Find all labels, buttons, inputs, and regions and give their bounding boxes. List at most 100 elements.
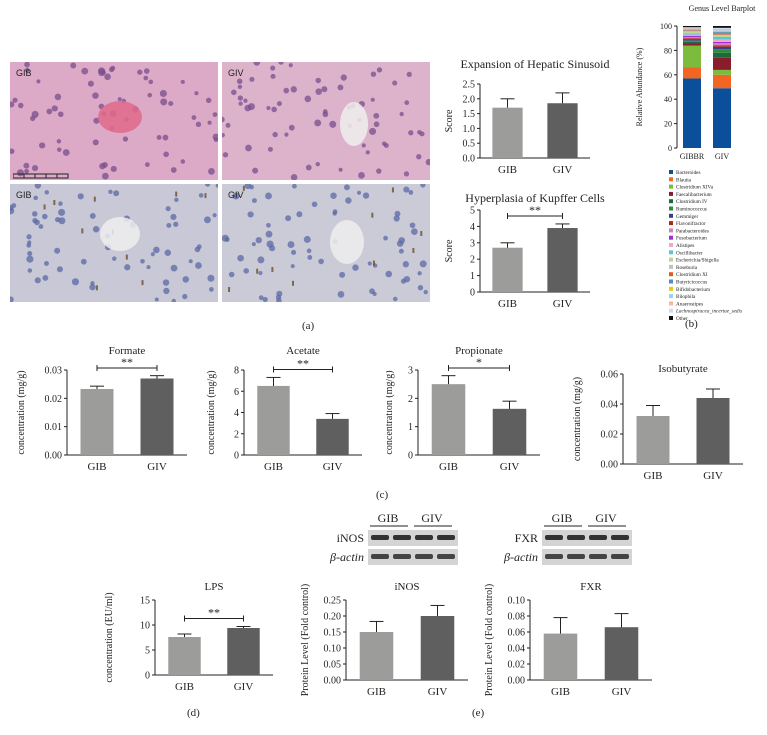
blot-membrane (368, 530, 458, 546)
target-band (545, 535, 563, 540)
x-tick-label: GIV (553, 298, 573, 310)
bar-gib (359, 632, 394, 680)
nucleus (56, 139, 62, 144)
blot-group-label: GIB (552, 511, 573, 525)
chart-title: Propionate (455, 345, 503, 357)
legend-label: Lachnospiracea_incertae_sedis (675, 309, 742, 315)
target-band (567, 535, 585, 540)
nucleus (10, 101, 15, 108)
nucleus (291, 249, 297, 255)
nucleus (266, 223, 271, 228)
target-band (393, 535, 411, 540)
nucleus (163, 151, 169, 158)
nucleus (257, 256, 265, 264)
nucleus (357, 190, 362, 195)
nucleus (57, 147, 62, 152)
nucleus (237, 95, 244, 101)
stack-segment (713, 36, 731, 40)
nucleus (153, 246, 160, 254)
nucleus (195, 262, 202, 269)
nucleus (231, 89, 237, 96)
chart-lps: LPS concentration (EU/ml) 0 5 10 15 GIB GIV ** (104, 581, 273, 693)
legend-label: Escherichia/Shigella (676, 258, 719, 264)
nucleus (365, 150, 370, 155)
nucleus (419, 260, 427, 268)
nucleus (417, 285, 424, 291)
nucleus (370, 71, 377, 77)
bar-giv (696, 398, 730, 464)
nucleus (180, 159, 186, 164)
nucleus (343, 184, 350, 191)
nucleus (56, 266, 63, 273)
nucleus (340, 74, 347, 81)
stack-segment (713, 30, 731, 32)
nucleus (385, 270, 393, 278)
nucleus (174, 197, 179, 203)
nucleus (417, 271, 422, 276)
y-tick-label: 1.0 (463, 124, 476, 135)
nucleus (89, 284, 96, 291)
y-tick-label: 0 (145, 671, 150, 682)
blot-actin-label: β-actin (503, 550, 538, 564)
legend-label: Flavonifractor (676, 220, 706, 227)
kupffer-stain (412, 247, 415, 253)
nucleus (143, 75, 149, 81)
x-tick-label: GIB (367, 686, 386, 698)
y-tick-label: 0.02 (508, 660, 526, 671)
nucleus (222, 116, 225, 123)
y-axis-label: Score (444, 109, 455, 132)
stack-segment (713, 43, 731, 46)
legend-label: Blautia (676, 177, 692, 183)
nucleus (392, 296, 398, 302)
legend-swatch (669, 250, 673, 255)
nucleus (345, 197, 352, 204)
stack-segment (713, 27, 731, 30)
nucleus (416, 154, 422, 160)
stack-segment (713, 88, 731, 148)
bar-gib (543, 633, 578, 680)
bar-gib (257, 385, 290, 455)
blot-target-label: FXR (515, 531, 538, 545)
nucleus (338, 167, 343, 172)
stack-segment (713, 45, 731, 47)
nucleus (58, 201, 63, 206)
nucleus (288, 124, 295, 131)
actin-band (371, 554, 389, 559)
nucleus (58, 217, 66, 225)
nucleus (232, 192, 240, 200)
kupffer-stain (256, 268, 259, 274)
nucleus (402, 261, 409, 268)
legend-label: Other (676, 316, 688, 322)
x-tick-label: GIV (715, 152, 729, 161)
nucleus (423, 289, 428, 295)
nucleus (236, 78, 243, 85)
bar-gib (431, 384, 466, 455)
stack-segment (713, 31, 731, 33)
nucleus (258, 270, 263, 276)
blot-target-label: iNOS (337, 531, 364, 545)
nucleus (271, 106, 277, 113)
nucleus (168, 100, 174, 107)
stack-segment (713, 34, 731, 36)
nucleus (10, 148, 15, 154)
legend-label: Roseburia (676, 265, 698, 271)
blot-group-label: GIV (595, 511, 617, 525)
y-axis-label: concentration (mg/g) (16, 370, 27, 454)
bar-giv (140, 378, 174, 455)
nucleus (267, 146, 273, 152)
bar-giv (604, 627, 639, 680)
nucleus (195, 121, 202, 127)
legend-swatch (669, 228, 673, 233)
chart-title: iNOS (394, 581, 419, 593)
nucleus (80, 258, 87, 265)
nucleus (24, 168, 29, 174)
he-texture-giv (222, 62, 430, 180)
nucleus (228, 271, 235, 278)
nucleus (237, 84, 243, 90)
y-tick-label: 0.04 (601, 400, 619, 411)
nucleus (358, 171, 365, 179)
he-giv-tag: GIV (228, 68, 244, 78)
panel-label-b: (b) (685, 318, 698, 330)
nucleus (32, 211, 38, 217)
he-texture-gib (10, 62, 218, 180)
